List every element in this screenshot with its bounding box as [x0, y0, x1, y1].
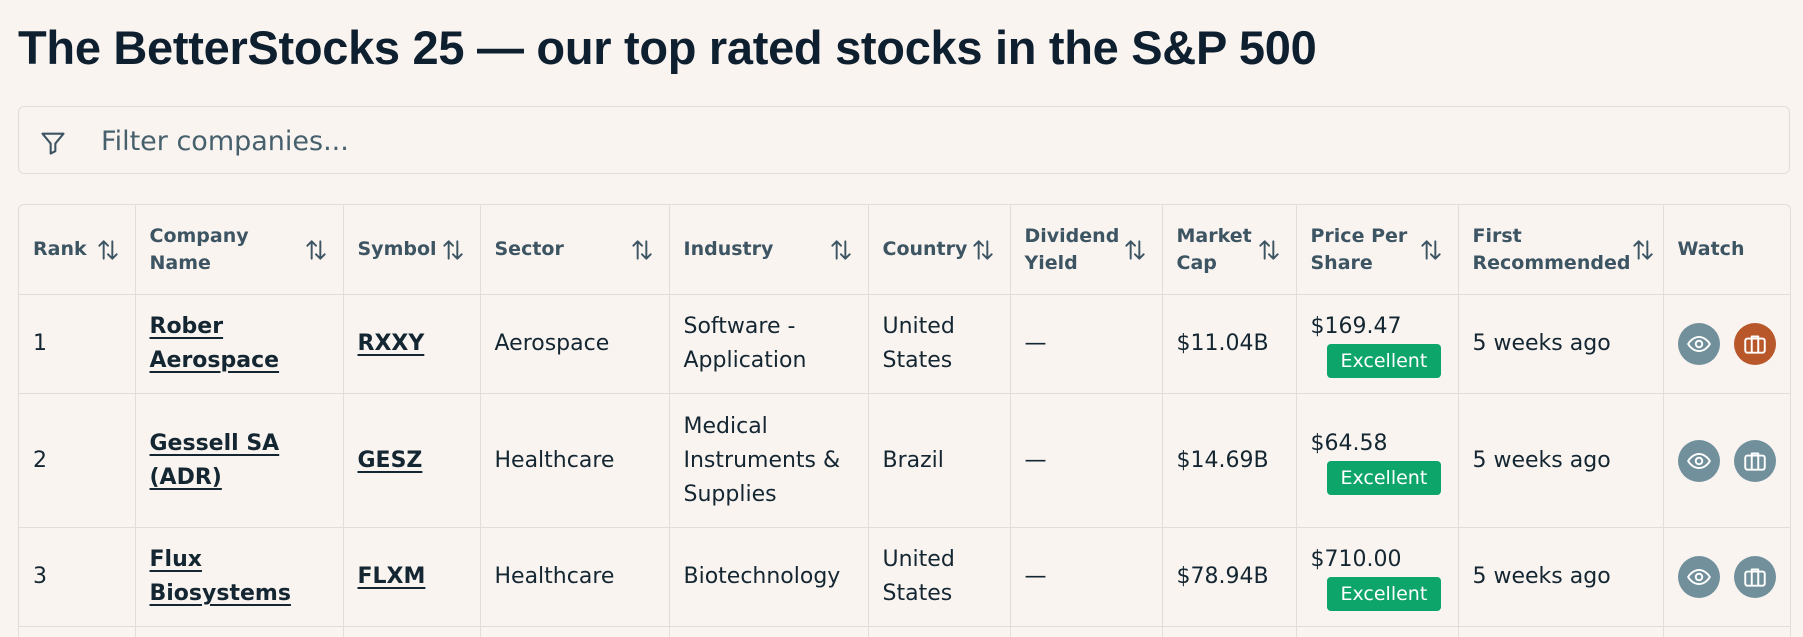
portfolio-button[interactable]: [1733, 439, 1776, 482]
column-label: Country: [882, 238, 968, 260]
sort-icon[interactable]: [1630, 237, 1656, 263]
first-recommended-cell: 5 weeks ago: [1458, 393, 1664, 528]
filter-bar[interactable]: [18, 106, 1790, 174]
column-header-company-name[interactable]: Company Name: [135, 205, 344, 295]
rating-badge: Excellent: [1326, 460, 1442, 495]
watch-cell: [1663, 527, 1790, 627]
company-link[interactable]: Rober Aerospace: [149, 314, 280, 373]
column-header-country[interactable]: Country: [868, 205, 1011, 295]
market-cap-cell: $14.69B: [1162, 393, 1297, 528]
sort-icon[interactable]: [1256, 237, 1282, 263]
column-label: Rank: [33, 238, 87, 260]
column-label: Price Per Share: [1310, 224, 1408, 274]
company-link[interactable]: Gessell SA (ADR): [149, 430, 280, 490]
country-cell: Brazil: [868, 393, 1011, 528]
eye-icon: [1686, 568, 1711, 586]
column-header-rank[interactable]: Rank: [19, 205, 136, 295]
country-cell: United States: [868, 294, 1011, 394]
price-cell: $710.00 Excellent: [1296, 527, 1459, 627]
table-row: [19, 626, 1790, 637]
portfolio-button[interactable]: [1733, 556, 1776, 598]
watch-cell: [1663, 294, 1790, 394]
dividend-yield-cell: —: [1010, 527, 1163, 627]
stocks-table: Rank Company Name Symbol Sector Industry…: [18, 204, 1791, 637]
page-title: The BetterStocks 25 — our top rated stoc…: [18, 21, 1317, 74]
column-label: Industry: [683, 238, 774, 260]
industry-cell: Software - Application: [669, 294, 869, 394]
price-value: $710.00: [1310, 547, 1402, 572]
rank-cell: 1: [19, 294, 136, 394]
sector-cell: Aerospace: [480, 294, 670, 394]
watch-cell: [1663, 393, 1790, 528]
column-label: Watch: [1677, 238, 1745, 260]
sector-cell: Healthcare: [480, 393, 670, 528]
briefcase-icon: [1743, 335, 1766, 354]
filter-input[interactable]: [101, 121, 1761, 161]
industry-cell: Medical Instruments & Supplies: [669, 393, 869, 528]
column-header-sector[interactable]: Sector: [480, 205, 670, 295]
table-row: 2 Gessell SA (ADR) GESZ Healthcare Medic…: [19, 393, 1790, 528]
sort-icon[interactable]: [970, 237, 996, 263]
watch-button[interactable]: [1677, 556, 1720, 598]
company-link[interactable]: Flux Biosystems: [149, 547, 291, 606]
sort-icon[interactable]: [303, 237, 329, 263]
column-header-first-recommended[interactable]: First Recommended: [1458, 205, 1664, 295]
price-value: $64.58: [1310, 430, 1388, 456]
sort-icon[interactable]: [1418, 237, 1444, 263]
table-header-row: Rank Company Name Symbol Sector Industry…: [19, 205, 1790, 295]
rank-cell: 3: [19, 527, 136, 627]
sort-icon[interactable]: [440, 237, 466, 263]
column-header-symbol[interactable]: Symbol: [343, 205, 481, 295]
column-label: Market Cap: [1176, 224, 1252, 274]
symbol-link[interactable]: RXXY: [357, 331, 425, 356]
market-cap-cell: $78.94B: [1162, 527, 1297, 627]
sort-icon[interactable]: [828, 237, 854, 263]
sort-icon[interactable]: [1122, 237, 1148, 263]
market-cap-cell: $11.04B: [1162, 294, 1297, 394]
column-label: Symbol: [357, 238, 437, 260]
price-cell: $169.47 Excellent: [1296, 294, 1459, 394]
country-cell: United States: [868, 527, 1011, 627]
rank-cell: 2: [19, 393, 136, 528]
rating-badge: Excellent: [1326, 577, 1442, 611]
column-label: Sector: [494, 238, 564, 260]
filter-icon: [41, 132, 65, 155]
watch-button[interactable]: [1677, 439, 1720, 482]
rating-badge: Excellent: [1326, 344, 1442, 378]
eye-icon: [1686, 452, 1711, 469]
briefcase-icon: [1743, 451, 1766, 471]
portfolio-button[interactable]: [1733, 323, 1776, 365]
column-header-price-per-share[interactable]: Price Per Share: [1296, 205, 1459, 295]
first-recommended-cell: 5 weeks ago: [1458, 294, 1664, 394]
sort-icon[interactable]: [95, 237, 121, 263]
price-value: $169.47: [1310, 314, 1402, 339]
table-row: 3 Flux Biosystems FLXM Healthcare Biotec…: [19, 527, 1790, 627]
first-recommended-cell: 5 weeks ago: [1458, 527, 1664, 627]
column-header-watch: Watch: [1663, 205, 1790, 295]
column-header-industry[interactable]: Industry: [669, 205, 869, 295]
dividend-yield-cell: —: [1010, 393, 1163, 528]
price-cell: $64.58 Excellent: [1296, 393, 1459, 528]
column-header-market-cap[interactable]: Market Cap: [1162, 205, 1297, 295]
sector-cell: Healthcare: [480, 527, 670, 627]
eye-icon: [1686, 335, 1711, 353]
industry-cell: Biotechnology: [669, 527, 869, 627]
column-label: Company Name: [149, 224, 249, 274]
briefcase-icon: [1743, 568, 1766, 587]
table-row: 1 Rober Aerospace RXXY Aerospace Softwar…: [19, 294, 1790, 394]
symbol-link[interactable]: GESZ: [357, 447, 423, 473]
dividend-yield-cell: —: [1010, 294, 1163, 394]
column-label: Dividend Yield: [1024, 224, 1120, 274]
column-label: First Recommended: [1472, 224, 1631, 274]
symbol-link[interactable]: FLXM: [357, 564, 426, 589]
watch-button[interactable]: [1677, 323, 1720, 365]
column-header-dividend-yield[interactable]: Dividend Yield: [1010, 205, 1163, 295]
sort-icon[interactable]: [629, 237, 655, 263]
